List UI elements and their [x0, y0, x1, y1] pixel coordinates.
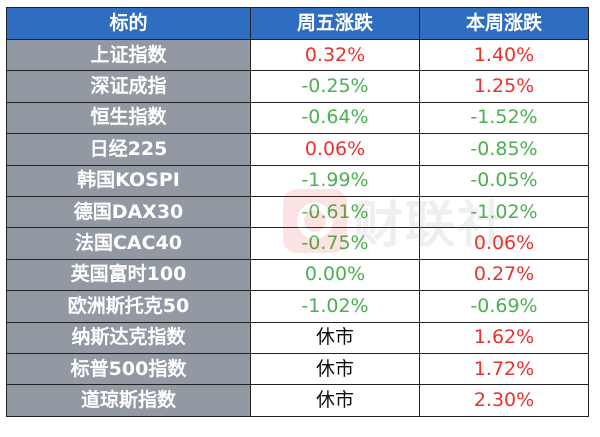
weekly-change: 1.62% — [419, 321, 589, 354]
friday-change: 休市 — [250, 384, 420, 417]
instrument-name: 德国DAX30 — [6, 195, 251, 229]
header-friday-change: 周五涨跌 — [250, 7, 420, 40]
instrument-name: 英国富时100 — [6, 258, 251, 292]
instrument-name: 法国CAC40 — [6, 227, 251, 260]
weekly-change: 1.72% — [419, 352, 589, 386]
table-row: 法国CAC40 -0.75% 0.06% — [6, 227, 589, 260]
friday-change: 休市 — [250, 321, 420, 354]
instrument-name: 欧洲斯托克50 — [6, 290, 251, 323]
instrument-name: 韩国KOSPI — [6, 164, 251, 197]
instrument-name: 标普500指数 — [6, 352, 251, 386]
friday-change: -1.02% — [250, 290, 420, 323]
friday-change: -0.75% — [250, 227, 420, 260]
friday-change: -1.99% — [250, 164, 420, 197]
weekly-change: 2.30% — [419, 384, 589, 417]
weekly-change: 0.27% — [419, 258, 589, 292]
instrument-name: 恒生指数 — [6, 101, 251, 135]
table-row: 恒生指数 -0.64% -1.52% — [6, 101, 589, 135]
table-row: 韩国KOSPI -1.99% -0.05% — [6, 164, 589, 197]
friday-change: 0.06% — [250, 133, 420, 166]
weekly-change: 0.06% — [419, 227, 589, 260]
table-row: 上证指数 0.32% 1.40% — [6, 38, 589, 72]
weekly-change: -0.85% — [419, 133, 589, 166]
market-summary-table-container: 标的 周五涨跌 本周涨跌 上证指数 0.32% 1.40% 深证成指 -0.25… — [6, 7, 589, 417]
weekly-change: -1.02% — [419, 195, 589, 229]
header-weekly-change: 本周涨跌 — [419, 7, 589, 40]
table-row: 道琼斯指数 休市 2.30% — [6, 384, 589, 417]
market-summary-table: 标的 周五涨跌 本周涨跌 上证指数 0.32% 1.40% 深证成指 -0.25… — [6, 7, 589, 417]
weekly-change: -1.52% — [419, 101, 589, 135]
friday-change: 0.32% — [250, 38, 420, 72]
friday-change: 休市 — [250, 352, 420, 386]
weekly-change: 1.40% — [419, 38, 589, 72]
friday-change: 0.00% — [250, 258, 420, 292]
friday-change: -0.61% — [250, 195, 420, 229]
table-row: 欧洲斯托克50 -1.02% -0.69% — [6, 290, 589, 323]
table-row: 标普500指数 休市 1.72% — [6, 352, 589, 386]
table-body: 上证指数 0.32% 1.40% 深证成指 -0.25% 1.25% 恒生指数 … — [6, 38, 589, 417]
table-row: 日经225 0.06% -0.85% — [6, 133, 589, 166]
table-header-row: 标的 周五涨跌 本周涨跌 — [6, 7, 589, 40]
friday-change: -0.64% — [250, 101, 420, 135]
table-row: 英国富时100 0.00% 0.27% — [6, 258, 589, 292]
instrument-name: 纳斯达克指数 — [6, 321, 251, 354]
friday-change: -0.25% — [250, 70, 420, 103]
weekly-change: -0.05% — [419, 164, 589, 197]
table-row: 纳斯达克指数 休市 1.62% — [6, 321, 589, 354]
header-instrument: 标的 — [6, 7, 251, 40]
instrument-name: 上证指数 — [6, 38, 251, 72]
instrument-name: 深证成指 — [6, 70, 251, 103]
weekly-change: 1.25% — [419, 70, 589, 103]
table-row: 德国DAX30 -0.61% -1.02% — [6, 195, 589, 229]
instrument-name: 道琼斯指数 — [6, 384, 251, 417]
weekly-change: -0.69% — [419, 290, 589, 323]
instrument-name: 日经225 — [6, 133, 251, 166]
table-row: 深证成指 -0.25% 1.25% — [6, 70, 589, 103]
